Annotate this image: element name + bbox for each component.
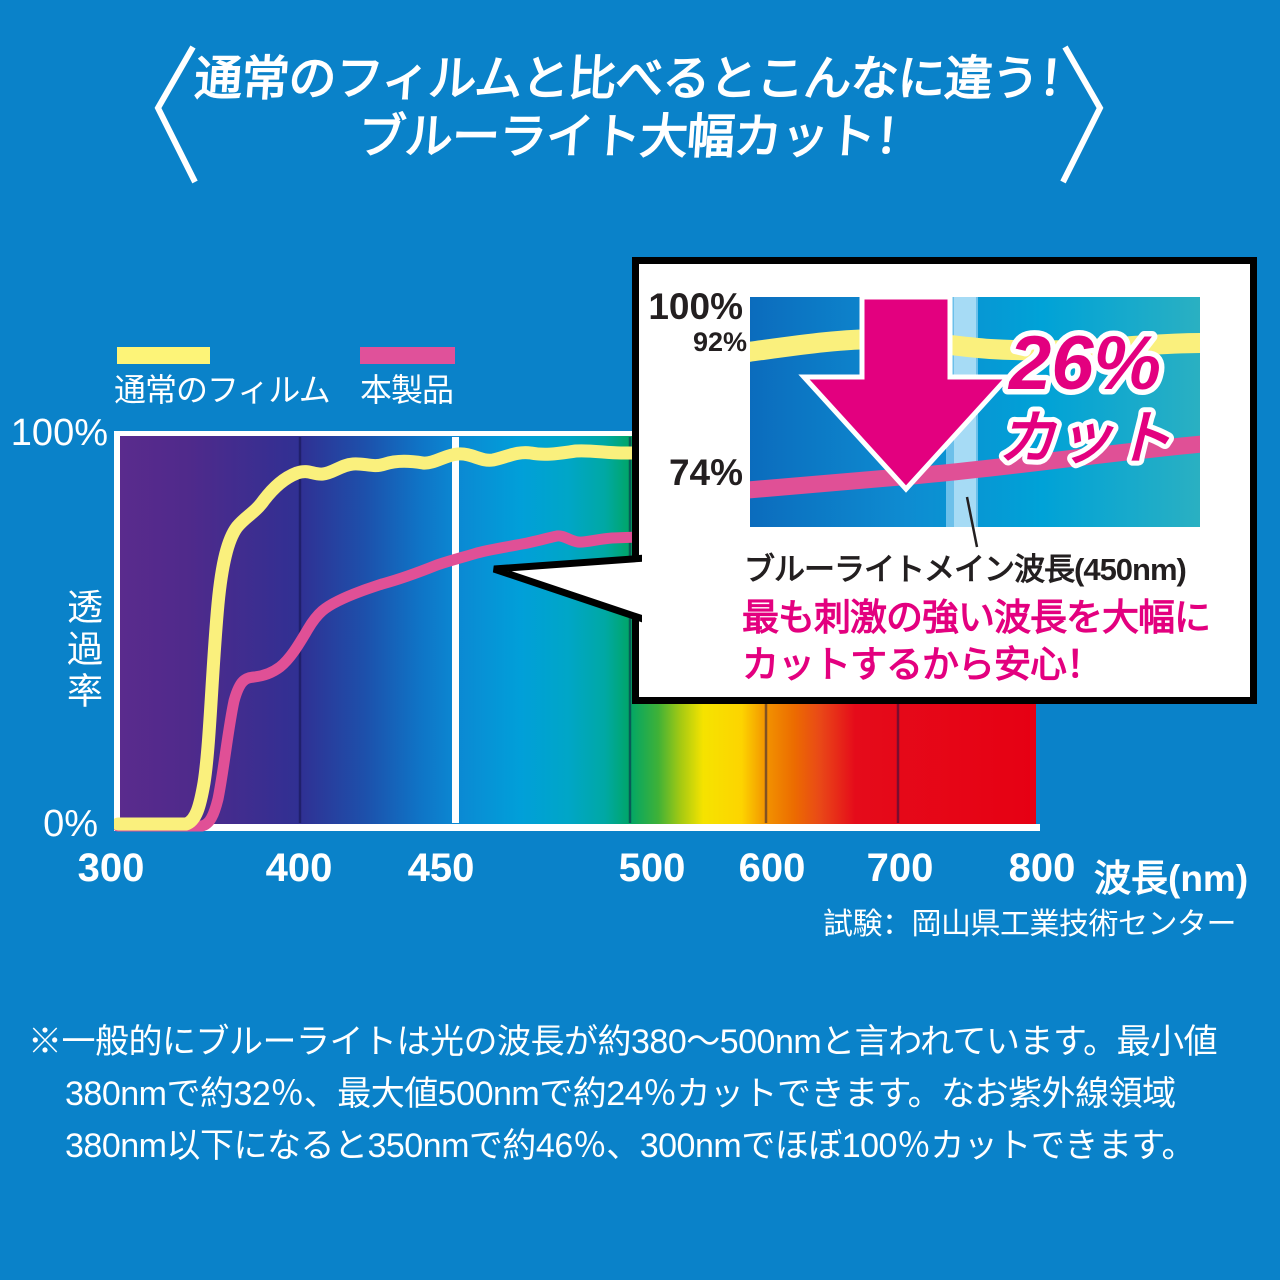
inset-label-92pct: 92% xyxy=(692,327,747,357)
footnote-line-3: 380nm以下になると350nmで約46％、300nmでほぼ100％カットできま… xyxy=(65,1127,1196,1165)
x-tick-500: 500 xyxy=(618,846,686,890)
title-line-2: ブルーライト大幅カット！ xyxy=(356,111,924,164)
inset-message-line1: 最も刺激の強い波長を大幅に xyxy=(742,597,1211,638)
left-angle-bracket-icon xyxy=(154,45,198,184)
x-tick-700: 700 xyxy=(866,846,934,890)
legend-swatch-product xyxy=(360,347,455,364)
inset-label-100pct: 100% xyxy=(648,286,743,327)
inset-label-74pct: 74% xyxy=(668,452,743,493)
x-axis-unit-label: 波長(nm) xyxy=(1094,858,1249,899)
x-tick-800: 800 xyxy=(1008,846,1076,890)
wavelength-450-highlight-line xyxy=(452,437,459,823)
cut-down-arrow-icon xyxy=(798,297,1014,493)
cut-word-text: カット xyxy=(998,406,1172,471)
inset-mini-chart: 26% カット xyxy=(750,297,1200,548)
inset-wavelength-label: ブルーライトメイン波長(450nm) xyxy=(744,552,1187,587)
y-axis-label-100: 100% xyxy=(10,412,108,454)
footnote-line-1: ※一般的にブルーライトは光の波長が約380～500nmと言われています。最小値 xyxy=(28,1023,1218,1061)
x-tick-300: 300 xyxy=(77,846,145,890)
y-axis-label-0: 0% xyxy=(43,803,98,845)
y-axis-title: 透過率 xyxy=(62,588,103,714)
x-tick-400: 400 xyxy=(265,846,333,890)
legend-label-product: 本製品 xyxy=(360,372,454,408)
cut-value-text: 26% xyxy=(1007,321,1161,406)
legend-swatch-normal-film xyxy=(117,347,210,364)
test-source-note: 試験：岡山県工業技術センター xyxy=(823,908,1237,941)
normal-film-curve xyxy=(114,444,647,831)
x-tick-600: 600 xyxy=(738,846,806,890)
callout-tail-patch xyxy=(642,550,714,628)
product-curve xyxy=(114,530,646,832)
inset-message-line2: カットするから安心！ xyxy=(742,644,1103,685)
footnote: ※一般的にブルーライトは光の波長が約380～500nmと言われています。最小値 … xyxy=(28,1016,1258,1172)
legend-label-normal-film: 通常のフィルム xyxy=(114,372,331,408)
axis-frame xyxy=(114,431,1040,831)
x-tick-450: 450 xyxy=(407,846,475,890)
right-angle-bracket-icon xyxy=(1060,45,1104,184)
title-line-1: 通常のフィルムと比べるとこんなに違う！ xyxy=(192,53,1088,106)
mini-product-curve xyxy=(750,435,1200,499)
callout: 26% カット xyxy=(492,257,1257,704)
band-pointer-line xyxy=(965,496,979,548)
footnote-line-2: 380nmで約32％、最大値500nmで約24％カットできます。なお紫外線領域 xyxy=(65,1075,1176,1113)
mini-normal-film-curve xyxy=(750,328,1200,362)
